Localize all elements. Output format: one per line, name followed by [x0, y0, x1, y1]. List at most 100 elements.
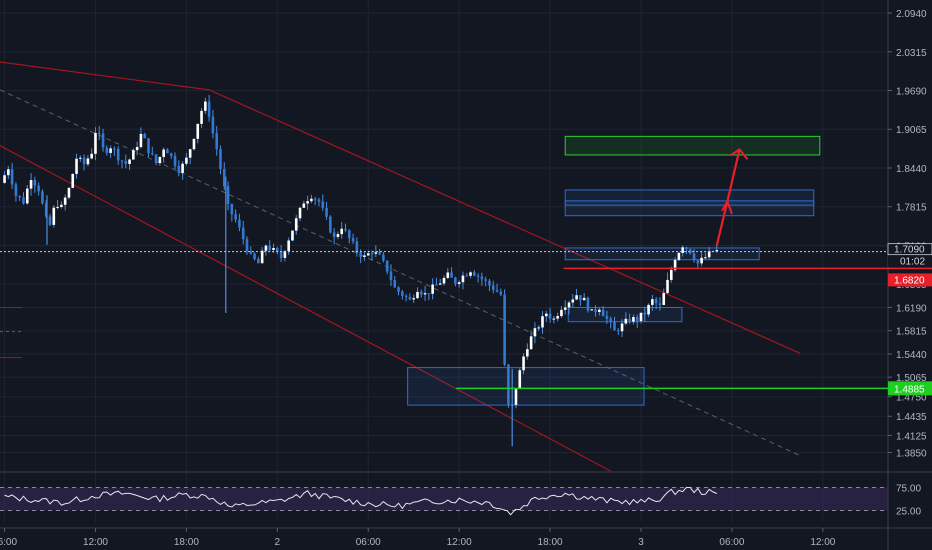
candle-body [620, 323, 624, 332]
candle-body [582, 297, 586, 301]
drawing-layer[interactable] [0, 61, 821, 472]
time-axis[interactable]: 06:00 12:00 18:00 2 06:00 12:00 18:00 3 06:00 12:… [0, 528, 836, 548]
upper-zone-1[interactable] [564, 189, 815, 217]
candle-body [234, 214, 237, 220]
current-zone[interactable] [564, 247, 760, 261]
candle-body [48, 216, 52, 225]
candle-body [215, 133, 218, 150]
trend-channel-upper-line[interactable] [0, 61, 801, 354]
candle-body [681, 247, 684, 253]
candle-body [571, 299, 575, 303]
price-axis[interactable]: 2.09402.03151.96901.90651.84401.78151.71… [887, 9, 932, 460]
forecast-arrow-shaft-2[interactable] [726, 149, 741, 202]
candle-body [488, 280, 491, 286]
trend-channel-lower-line[interactable] [0, 145, 611, 472]
candle-body [707, 251, 711, 258]
candle-body [166, 149, 169, 154]
target-zone[interactable] [564, 135, 821, 156]
candle-body [56, 206, 59, 208]
candle-body [150, 153, 154, 155]
candle-body [476, 275, 480, 277]
candle-body [86, 158, 90, 165]
forecast-arrow-shaft[interactable] [715, 201, 729, 246]
time-tick-label: 2 [275, 537, 281, 548]
rsi-pane[interactable]: 75.00 25.00 [0, 484, 921, 518]
candle-body [556, 316, 559, 319]
candle-body [601, 309, 605, 317]
candle-body [522, 356, 525, 371]
candle-body [63, 197, 67, 205]
candle-body [499, 291, 503, 295]
candle-body [533, 328, 537, 337]
candle-body [105, 147, 109, 153]
candle-body [473, 272, 476, 276]
candle-body [594, 309, 597, 312]
candle-body [579, 295, 582, 301]
candle-body [97, 132, 101, 134]
candle-body [397, 287, 400, 292]
candle-body [268, 245, 272, 250]
candle-body [503, 294, 506, 365]
resistance-level-badge[interactable] [888, 273, 932, 287]
candle-body [598, 309, 601, 312]
candle-body [548, 313, 552, 319]
candle-body [412, 298, 415, 300]
candle-body [351, 238, 355, 242]
candle-body [700, 257, 703, 264]
rsi-lower-label: 25.00 [896, 507, 921, 518]
candle-body [317, 199, 321, 202]
candle-body [41, 191, 44, 204]
candle-body [249, 251, 253, 254]
candle-body [124, 160, 128, 164]
time-tick-label: 12:00 [83, 537, 108, 548]
candle-body [181, 163, 184, 173]
forecast-arrow-head[interactable] [729, 148, 749, 161]
candle-body [647, 304, 650, 315]
candle-body [291, 230, 294, 241]
candle-body [90, 153, 93, 159]
candle-body [52, 207, 56, 225]
support-level-badge[interactable] [888, 381, 932, 396]
candle-body [404, 295, 408, 298]
resistance-level-label: 1.6820 [894, 275, 925, 286]
time-tick-label: 18:00 [174, 537, 199, 548]
current-price-label: 1.7090 [894, 245, 925, 256]
price-tick-label: 1.7815 [896, 203, 927, 214]
candle-body [366, 253, 370, 256]
candle-body [211, 116, 215, 134]
candle-body [120, 160, 124, 162]
candle-body [113, 148, 116, 150]
price-tick-label: 1.5815 [896, 327, 927, 338]
candle-body [454, 277, 457, 284]
candle-body [177, 165, 181, 173]
demand-zone[interactable] [407, 367, 645, 406]
candle-body [658, 303, 662, 305]
candle-body [37, 185, 40, 192]
price-tick-label: 1.3850 [896, 449, 927, 460]
candle-body [204, 101, 207, 111]
time-tick-label: 06:00 [356, 537, 381, 548]
candle-body [688, 249, 692, 254]
candle-body [128, 159, 131, 164]
candle-body [363, 255, 366, 257]
candle-body [393, 280, 397, 288]
current-price-badge[interactable] [887, 243, 932, 256]
candle-body [469, 272, 472, 276]
candle-body [67, 187, 71, 198]
candle-body [169, 153, 173, 156]
upper-zone-2[interactable] [564, 200, 815, 206]
candle-body [446, 272, 450, 278]
price-levels[interactable] [0, 251, 932, 390]
candle-body [514, 389, 518, 405]
price-tick-label: 1.6190 [896, 303, 927, 314]
candle-body [298, 207, 302, 219]
candle-body [79, 157, 82, 159]
candle-body [279, 251, 283, 258]
candle-body [325, 207, 328, 217]
candle-body [378, 252, 381, 255]
candle-body [25, 188, 29, 204]
candle-body [408, 297, 412, 300]
price-tick-label: 1.5065 [896, 373, 927, 384]
